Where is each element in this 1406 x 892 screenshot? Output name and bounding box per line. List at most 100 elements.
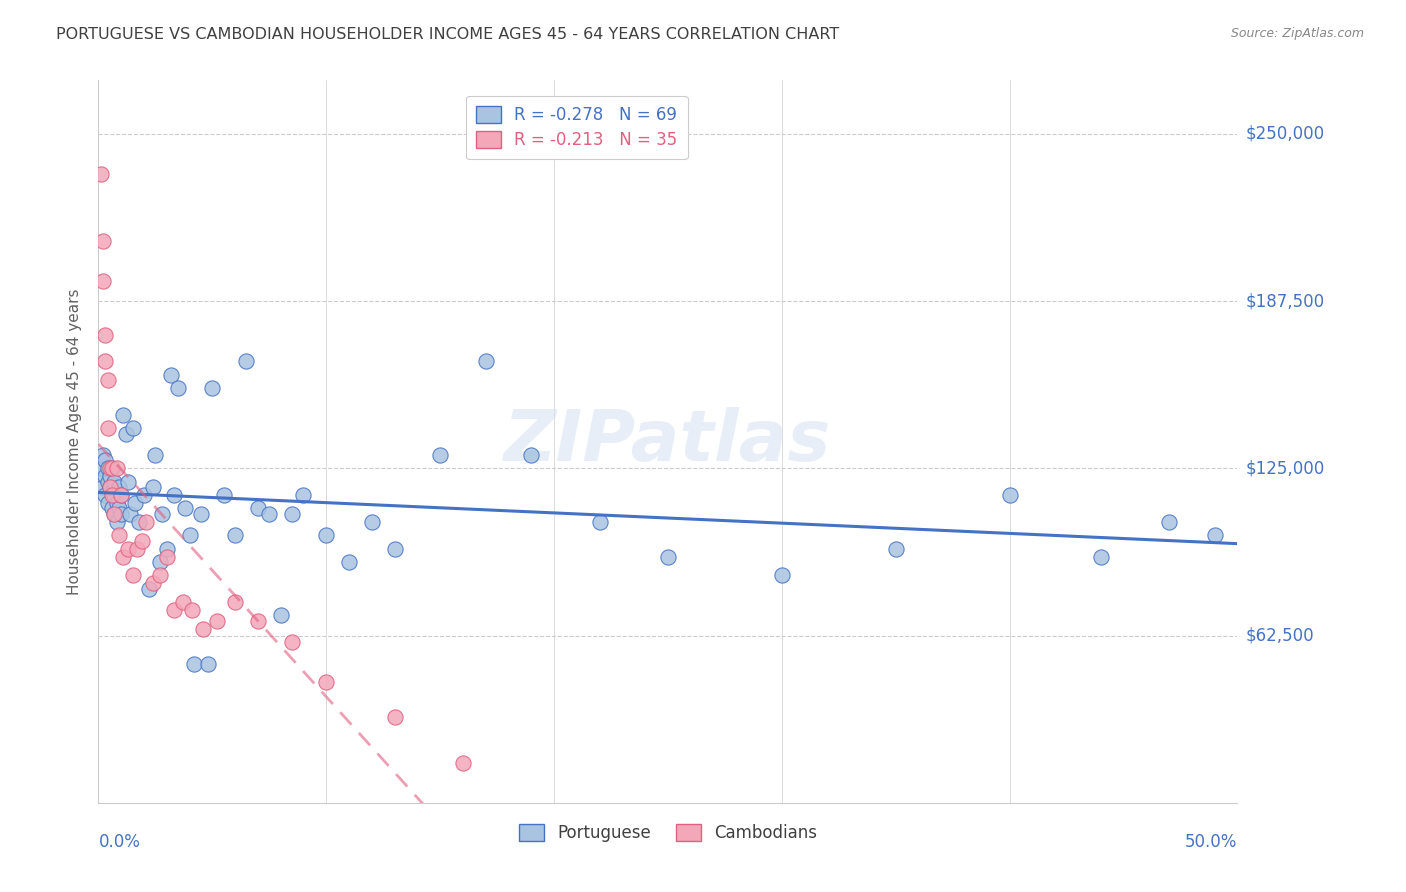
Point (281, 635, 304, 649)
Point (292, 488, 315, 502)
Point (96, 421, 118, 435)
Point (156, 541, 179, 556)
Point (112, 408, 135, 422)
Point (94, 354, 117, 368)
Text: PORTUGUESE VS CAMBODIAN HOUSEHOLDER INCOME AGES 45 - 64 YEARS CORRELATION CHART: PORTUGUESE VS CAMBODIAN HOUSEHOLDER INCO… (56, 27, 839, 42)
Point (150, 507, 173, 521)
Point (246, 501, 269, 516)
Point (120, 507, 142, 521)
Point (103, 488, 125, 502)
Point (117, 541, 139, 556)
Point (110, 507, 132, 521)
Point (172, 595, 194, 609)
Point (94, 469, 117, 483)
Point (337, 555, 360, 569)
Text: Source: ZipAtlas.com: Source: ZipAtlas.com (1230, 27, 1364, 40)
Point (101, 485, 124, 500)
Point (108, 501, 131, 516)
Point (101, 461, 124, 475)
Point (770, 568, 793, 582)
Point (212, 488, 235, 502)
Point (112, 549, 135, 564)
Point (121, 421, 143, 435)
Point (91, 480, 114, 494)
Point (91, 234, 114, 248)
Point (94, 488, 117, 502)
Point (108, 480, 131, 494)
Point (167, 381, 190, 395)
Point (224, 595, 246, 609)
Point (429, 448, 451, 462)
Point (360, 515, 382, 529)
Point (246, 614, 269, 628)
Point (101, 461, 124, 475)
Point (91, 274, 114, 288)
Point (127, 541, 149, 556)
Point (315, 675, 337, 690)
Point (105, 496, 128, 510)
Point (98, 480, 121, 494)
Point (90, 461, 112, 475)
Point (96, 373, 118, 387)
Point (162, 603, 184, 617)
Point (105, 461, 128, 475)
Point (105, 515, 128, 529)
Point (270, 608, 292, 623)
Point (96, 461, 118, 475)
Text: $187,500: $187,500 (1246, 292, 1324, 310)
Point (520, 448, 543, 462)
Point (103, 507, 125, 521)
Point (235, 354, 257, 368)
Point (110, 488, 132, 502)
Y-axis label: Householder Income Ages 45 - 64 years: Householder Income Ages 45 - 64 years (67, 288, 83, 595)
Point (124, 496, 146, 510)
Point (160, 368, 183, 382)
Point (174, 501, 197, 516)
Point (1204, 528, 1226, 542)
Point (384, 541, 406, 556)
Point (94, 453, 117, 467)
Point (259, 507, 281, 521)
Point (149, 568, 172, 582)
Point (588, 515, 610, 529)
Text: $125,000: $125,000 (1246, 459, 1324, 477)
Point (193, 622, 215, 636)
Point (90, 167, 112, 181)
Point (183, 657, 205, 671)
Point (998, 488, 1021, 502)
Point (451, 756, 474, 770)
Point (103, 475, 125, 489)
Point (142, 480, 165, 494)
Point (205, 614, 228, 628)
Point (98, 469, 121, 483)
Point (657, 549, 679, 564)
Point (190, 507, 212, 521)
Point (179, 528, 201, 542)
Point (149, 555, 172, 569)
Point (101, 501, 124, 516)
Point (281, 507, 304, 521)
Point (1090, 549, 1112, 564)
Point (197, 657, 219, 671)
Text: ZIPatlas: ZIPatlas (505, 407, 831, 476)
Point (117, 475, 139, 489)
Point (131, 533, 153, 548)
Text: $250,000: $250,000 (1246, 125, 1324, 143)
Point (128, 515, 150, 529)
Text: 0.0%: 0.0% (98, 833, 141, 851)
Point (108, 528, 131, 542)
Point (110, 488, 132, 502)
Point (162, 488, 184, 502)
Point (132, 488, 155, 502)
Point (98, 480, 121, 494)
Point (384, 710, 406, 724)
Point (138, 582, 160, 596)
Point (145, 448, 167, 462)
Point (98, 461, 121, 475)
Point (94, 327, 117, 342)
Point (96, 475, 118, 489)
Text: 50.0%: 50.0% (1185, 833, 1237, 851)
Point (114, 426, 136, 441)
Point (180, 603, 202, 617)
Point (121, 568, 143, 582)
